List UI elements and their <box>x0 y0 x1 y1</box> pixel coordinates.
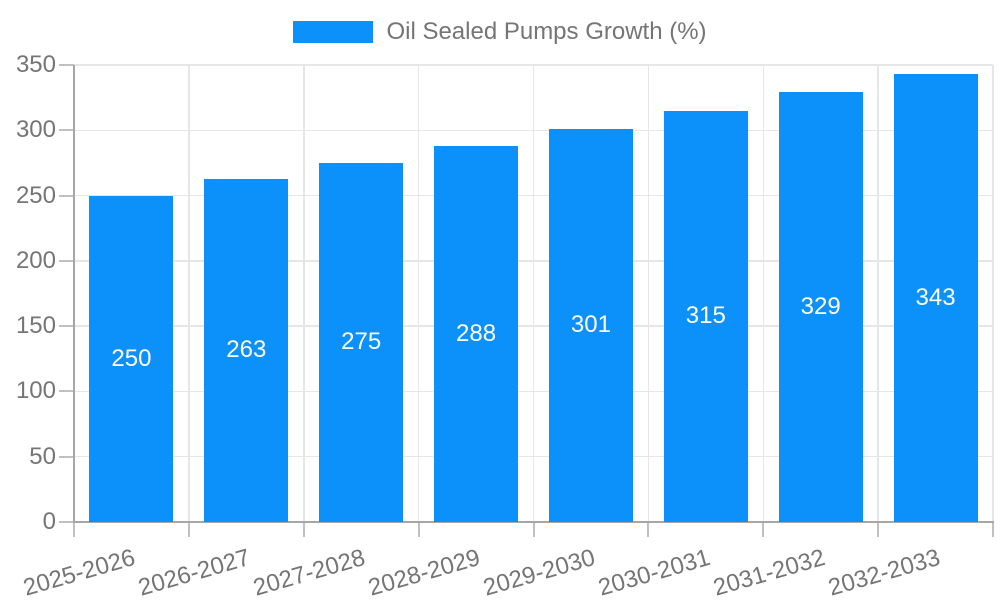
legend-label: Oil Sealed Pumps Growth (%) <box>386 18 707 45</box>
y-axis-tick-label: 50 <box>29 442 56 470</box>
bar-value-label: 288 <box>456 319 497 347</box>
gridline-vertical <box>303 65 305 522</box>
gridline-vertical <box>877 65 879 522</box>
y-axis-tick <box>59 390 74 393</box>
y-axis-tick-label: 100 <box>15 377 56 405</box>
y-axis-line <box>73 65 75 522</box>
bar[interactable]: 250 <box>89 195 174 522</box>
x-axis-tick <box>992 522 994 537</box>
bar-value-label: 301 <box>570 311 611 339</box>
bar[interactable]: 288 <box>434 145 519 522</box>
gridline-vertical <box>188 65 190 522</box>
bar-value-label: 275 <box>341 328 382 356</box>
gridline-vertical <box>992 65 994 522</box>
y-axis-tick-label: 200 <box>15 246 56 274</box>
bar[interactable]: 315 <box>663 110 748 522</box>
bar-value-label: 250 <box>111 344 152 372</box>
x-axis-tick <box>73 522 75 537</box>
legend-swatch <box>293 21 374 43</box>
y-axis-tick-label: 150 <box>15 312 56 340</box>
bar-value-label: 343 <box>915 284 956 312</box>
bar-value-label: 329 <box>800 293 841 321</box>
bar[interactable]: 301 <box>548 128 633 522</box>
x-axis-tick <box>762 522 765 537</box>
bar[interactable]: 329 <box>778 92 863 522</box>
y-axis-tick-label: 350 <box>15 51 56 78</box>
x-axis-tick <box>877 522 880 537</box>
y-axis-tick <box>59 521 74 523</box>
y-axis-tick <box>59 129 74 132</box>
y-axis-tick <box>59 259 74 262</box>
bar-value-label: 263 <box>226 336 267 364</box>
y-axis-tick <box>59 325 74 328</box>
y-axis-tick <box>59 64 74 66</box>
gridline-vertical <box>647 65 650 522</box>
x-axis-tick <box>417 522 420 537</box>
gridline-vertical <box>762 65 764 522</box>
x-axis-tick <box>647 522 650 537</box>
gridline-vertical <box>532 65 535 522</box>
y-axis-tick-label: 250 <box>15 181 56 209</box>
legend[interactable]: Oil Sealed Pumps Growth (%) <box>0 19 1000 45</box>
x-axis-tick <box>302 522 305 537</box>
y-axis-tick <box>59 194 74 197</box>
y-axis-tick <box>59 455 74 458</box>
bar[interactable]: 275 <box>319 162 404 522</box>
y-axis-tick-label: 0 <box>42 508 56 535</box>
bar[interactable]: 263 <box>204 178 289 522</box>
bar-value-label: 315 <box>685 302 726 330</box>
bar[interactable]: 343 <box>893 74 978 522</box>
x-axis-tick <box>532 522 535 537</box>
x-axis-tick <box>187 522 190 537</box>
y-axis-tick-label: 300 <box>15 116 56 144</box>
x-axis-line <box>73 521 994 523</box>
gridline-vertical <box>417 65 420 522</box>
